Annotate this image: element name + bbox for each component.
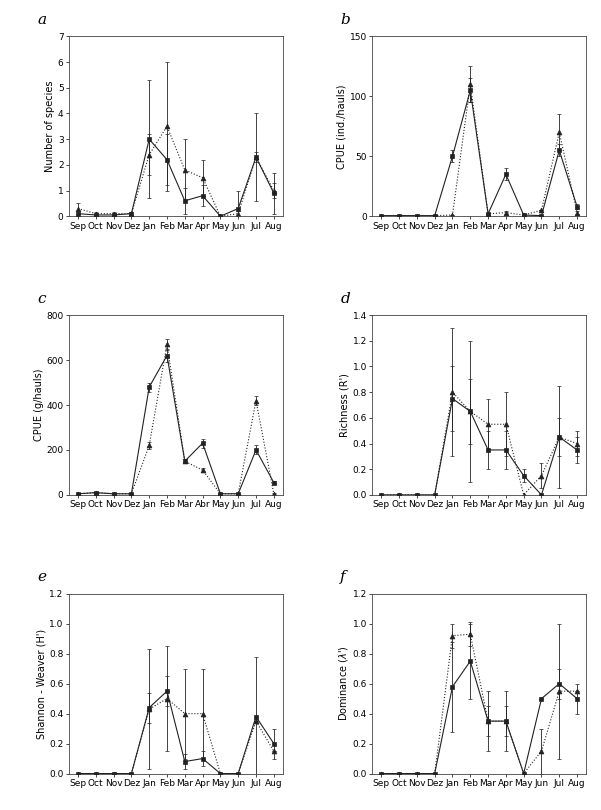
Y-axis label: CPUE (g/hauls): CPUE (g/hauls) [34, 369, 43, 441]
Y-axis label: Shannon - Weaver (H'): Shannon - Weaver (H') [37, 629, 46, 739]
Text: d: d [340, 292, 350, 305]
Y-axis label: Dominance ($\lambda$'): Dominance ($\lambda$') [337, 646, 350, 722]
Text: c: c [37, 292, 46, 305]
Text: f: f [340, 570, 346, 584]
Text: e: e [37, 570, 46, 584]
Y-axis label: Richness (R'): Richness (R') [340, 373, 350, 437]
Y-axis label: CPUE (ind./hauls): CPUE (ind./hauls) [337, 84, 347, 168]
Y-axis label: Number of species: Number of species [45, 80, 55, 172]
Text: b: b [340, 13, 350, 27]
Text: a: a [37, 13, 46, 27]
